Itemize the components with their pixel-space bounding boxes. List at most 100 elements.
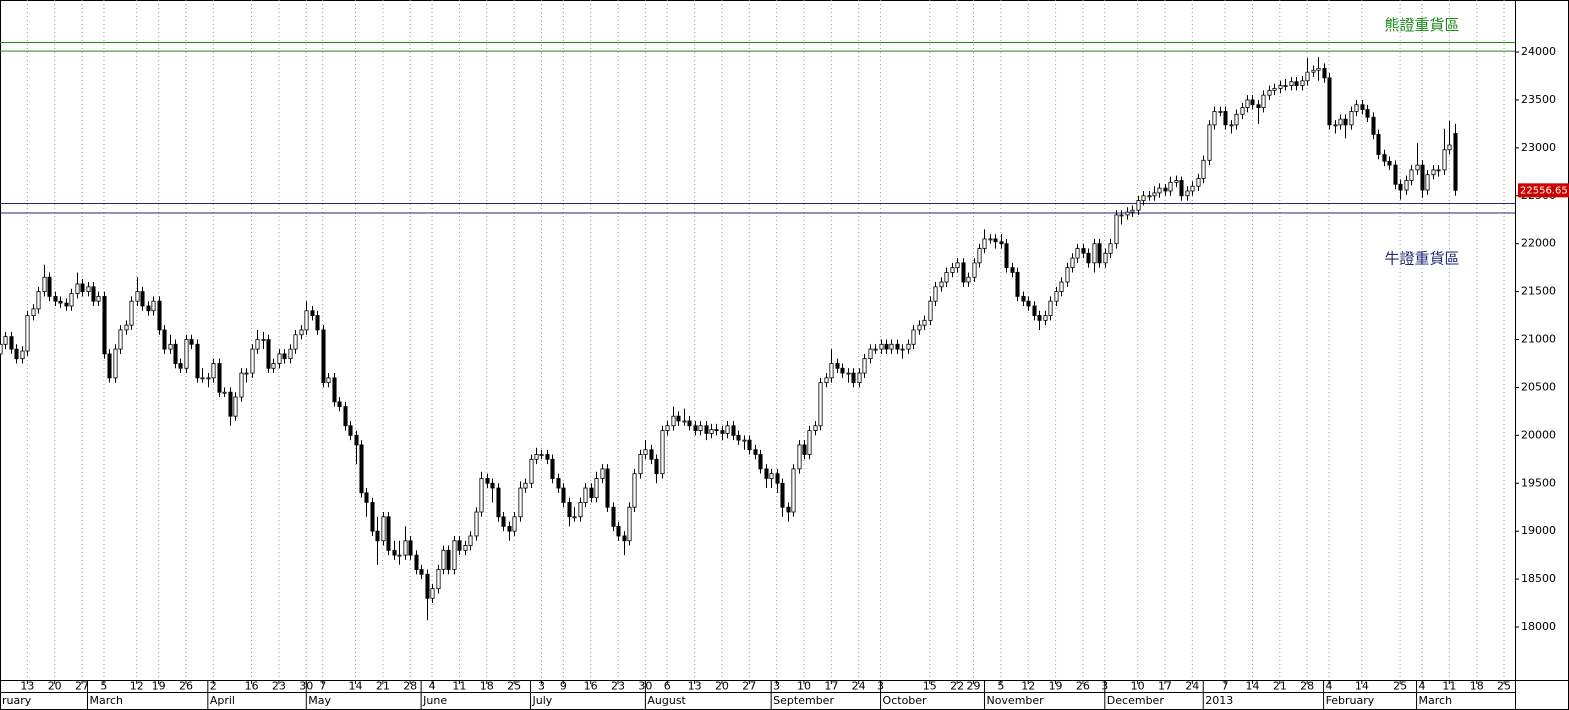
candle-body [271,363,276,369]
x-tick-label: 11 [1442,680,1456,693]
month-label: April [210,694,235,707]
x-tick-label: 9 [560,680,567,693]
candle-body [277,353,282,364]
x-tick-label: 2 [210,680,217,693]
candle-body [1349,111,1354,126]
candle-body [660,430,665,475]
candle-body [605,468,610,508]
candle-body [824,377,829,384]
candle-body [1436,169,1441,172]
month-label: March [1419,694,1453,707]
month-label: September [773,694,834,707]
candle-body [1267,89,1272,96]
y-tick-label: 21500 [1521,285,1556,298]
candle-body [676,415,681,422]
last-price-box [1518,183,1569,198]
candle-body [622,535,627,542]
candle-body [86,286,91,293]
candle-body [1212,111,1217,126]
candle-body [1196,178,1201,187]
candle-body [392,549,397,556]
candle-body [1152,192,1157,197]
x-tick-label: 5 [100,680,107,693]
y-tick-label: 19500 [1521,476,1556,489]
candle-body [206,377,211,380]
candle-body [1420,164,1425,191]
candle-body [578,502,583,518]
candle-body [9,336,14,350]
candle-body [818,382,823,427]
candle-body [1289,81,1294,86]
candle-body [529,458,534,484]
candle-body [1322,67,1327,79]
candle-body [775,473,780,484]
candle-body [1075,248,1080,259]
candle-body [1157,187,1162,194]
x-tick-label: 24 [852,680,866,693]
y-tick-label: 18500 [1521,572,1556,585]
candle-body [1229,124,1234,127]
month-label: October [883,694,927,707]
candle-body [567,502,572,518]
candle-body [184,339,189,369]
zone-label: 熊證重貨區 [1384,16,1459,34]
candle-body [173,343,178,364]
x-tick-label: 10 [797,680,811,693]
x-tick-label: 25 [1497,680,1511,693]
candle-body [1054,291,1059,302]
candle-body [807,430,812,455]
candle-body [113,348,118,379]
candle-body [1179,180,1184,197]
x-tick-label: 12 [130,680,144,693]
candle-body [884,343,889,350]
candle-body [310,310,315,316]
candle-body [321,329,326,384]
candle-body [851,372,856,384]
candle-body [1223,111,1228,126]
x-tick-label: 27 [75,680,89,693]
candle-body [315,315,320,331]
x-tick-label: 20 [48,680,62,693]
candle-body [354,434,359,446]
candle-body [3,336,8,345]
candle-body [168,343,173,350]
candle-body [687,420,692,427]
candle-body [129,300,134,326]
candle-body [829,363,834,379]
candle-body [1207,124,1212,161]
candle-body [742,439,747,442]
x-tick-label: 25 [1393,680,1407,693]
candle-body [1387,160,1392,166]
candle-body [118,329,123,350]
candle-body [1010,267,1015,273]
candle-body [337,401,342,408]
candle-body [643,449,648,455]
candle-body [988,238,993,241]
candle-body [944,272,949,283]
x-tick-label: 12 [1021,680,1035,693]
x-tick-label: 26 [1076,680,1090,693]
candle-body [671,415,676,427]
candle-body [408,540,413,556]
x-tick-label: 18 [480,680,494,693]
candle-body [222,391,227,394]
candle-body [102,295,107,355]
candle-body [523,482,528,489]
candle-body [1376,134,1381,155]
candle-body [583,487,588,503]
x-tick-label: 27 [742,680,756,693]
candle-body [293,334,298,350]
candle-body [1250,99,1255,106]
candle-body [534,454,539,460]
grid [26,0,1505,680]
x-tick-label: 17 [1158,680,1172,693]
candle-body [233,396,238,417]
month-label: July [532,694,553,707]
candle-body [879,343,884,350]
candle-body [889,343,894,350]
month-label: February [1326,694,1375,707]
x-tick-label: 15 [923,680,937,693]
